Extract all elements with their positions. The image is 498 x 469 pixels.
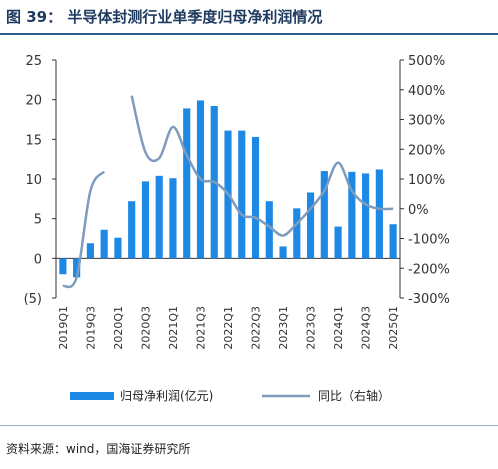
x-tick-label: 2023Q1 (277, 306, 290, 350)
yoy-line (62, 170, 106, 289)
bar (183, 108, 191, 259)
bar (155, 175, 163, 259)
right-tick-label: -300% (408, 292, 450, 307)
title-divider (0, 33, 498, 35)
left-tick-label: 10 (25, 173, 42, 188)
bar (141, 181, 150, 259)
x-tick-label: 2022Q1 (222, 306, 235, 350)
source-note: 资料来源：wind，国海证券研究所 (6, 442, 191, 456)
left-tick-label: (5) (24, 292, 42, 307)
x-tick-label: 2019Q1 (57, 306, 70, 350)
left-tick-label: 15 (25, 133, 42, 148)
left-tick-label: 5 (34, 213, 42, 228)
x-tick-label: 2019Q3 (84, 306, 97, 350)
bar (375, 169, 383, 259)
bar (389, 224, 397, 259)
x-tick-label: 2020Q3 (139, 306, 152, 350)
chart-title: 图 39： 半导体封测行业单季度归母净利润情况 (6, 8, 323, 26)
bar (73, 258, 81, 278)
chart-canvas: (5) 0 5 10 15 20 25 -300% -200% -100% 0% 100% 200% 30… (24, 54, 450, 403)
right-tick-label: 500% (408, 54, 445, 69)
left-tick-label: 25 (25, 54, 42, 69)
x-tick-label: 2020Q1 (112, 306, 125, 350)
x-tick-label: 2025Q1 (387, 306, 400, 350)
bar (265, 201, 273, 259)
yoy-line (130, 95, 394, 237)
legend-line-label: 同比（右轴） (318, 388, 390, 403)
left-tick-label: 0 (34, 252, 42, 267)
right-tick-label: 0% (408, 203, 429, 218)
x-tick-label: 2021Q3 (194, 306, 207, 350)
bar (279, 246, 287, 259)
right-tick-label: -100% (408, 233, 450, 248)
right-tick-label: 400% (408, 84, 445, 99)
footer-divider (0, 425, 498, 426)
bar (320, 171, 328, 259)
bar (334, 226, 342, 259)
x-tick-label: 2024Q1 (332, 306, 345, 350)
legend-bar-label: 归母净利润(亿元) (120, 388, 213, 403)
legend-bar-swatch (70, 392, 114, 400)
bar (100, 229, 108, 259)
bar (306, 192, 315, 259)
x-tick-label: 2021Q1 (167, 306, 180, 350)
bar (114, 237, 122, 259)
left-tick-label: 20 (25, 94, 42, 109)
right-tick-label: 300% (408, 114, 445, 129)
bar (348, 171, 356, 259)
right-tick-label: -200% (408, 262, 450, 277)
x-tick-label: 2023Q3 (305, 306, 318, 350)
bar (86, 243, 94, 259)
bar (169, 178, 177, 259)
bar (362, 173, 370, 259)
x-tick-label: 2022Q3 (250, 306, 263, 350)
bar (293, 208, 301, 259)
x-tick-label: 2024Q3 (360, 306, 373, 350)
bar (251, 136, 260, 259)
bar (128, 201, 136, 259)
right-tick-label: 200% (408, 143, 445, 158)
right-tick-label: 100% (408, 173, 445, 188)
bar (59, 258, 67, 275)
bar (238, 130, 246, 259)
